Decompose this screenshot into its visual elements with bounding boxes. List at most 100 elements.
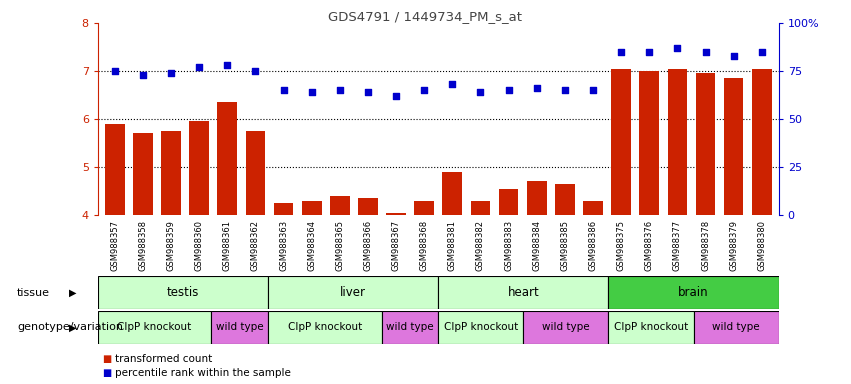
Point <box>727 53 740 59</box>
Text: ■: ■ <box>102 354 111 364</box>
Text: GSM988383: GSM988383 <box>504 220 513 271</box>
Bar <box>217 102 237 215</box>
Bar <box>471 201 490 215</box>
Text: GSM988382: GSM988382 <box>476 220 485 271</box>
Bar <box>161 131 181 215</box>
Text: tissue: tissue <box>17 288 50 298</box>
Bar <box>438 311 523 344</box>
Text: GSM988380: GSM988380 <box>757 220 766 271</box>
Bar <box>386 213 406 215</box>
Text: transformed count: transformed count <box>115 354 212 364</box>
Text: GSM988362: GSM988362 <box>251 220 260 271</box>
Bar <box>105 124 124 215</box>
Bar <box>330 196 350 215</box>
Point <box>474 89 488 95</box>
Bar <box>189 121 209 215</box>
Point <box>136 72 150 78</box>
Text: GSM988381: GSM988381 <box>448 220 457 271</box>
Text: ▶: ▶ <box>69 288 76 298</box>
Text: ■: ■ <box>102 368 111 378</box>
Point <box>277 87 290 93</box>
Text: wild type: wild type <box>216 322 264 333</box>
Point <box>755 49 768 55</box>
Text: GSM988357: GSM988357 <box>111 220 119 271</box>
Bar <box>443 172 462 215</box>
Point <box>108 68 122 74</box>
Bar <box>555 184 574 215</box>
Text: GSM988359: GSM988359 <box>167 220 175 271</box>
Text: GSM988363: GSM988363 <box>279 220 288 271</box>
Bar <box>527 182 546 215</box>
Text: GSM988368: GSM988368 <box>420 220 429 271</box>
Text: GSM988377: GSM988377 <box>673 220 682 271</box>
Text: GSM988384: GSM988384 <box>532 220 541 271</box>
Text: liver: liver <box>340 286 366 299</box>
Text: GSM988358: GSM988358 <box>139 220 147 271</box>
Text: GSM988366: GSM988366 <box>363 220 373 271</box>
Text: ClpP knockout: ClpP knockout <box>117 322 191 333</box>
Point <box>643 49 656 55</box>
Text: testis: testis <box>167 286 199 299</box>
Point <box>220 62 234 68</box>
Text: GSM988360: GSM988360 <box>195 220 203 271</box>
Bar <box>611 69 631 215</box>
Bar <box>667 69 688 215</box>
Bar <box>414 201 434 215</box>
Bar <box>608 276 779 309</box>
Point <box>446 81 460 88</box>
Text: ▶: ▶ <box>69 322 76 333</box>
Text: GSM988367: GSM988367 <box>391 220 401 271</box>
Point <box>333 87 346 93</box>
Text: genotype/variation: genotype/variation <box>17 322 123 333</box>
Text: GSM988386: GSM988386 <box>589 220 597 271</box>
Text: heart: heart <box>507 286 540 299</box>
Bar <box>274 203 294 215</box>
Point <box>671 45 684 51</box>
Bar <box>268 311 381 344</box>
Text: brain: brain <box>678 286 709 299</box>
Text: ClpP knockout: ClpP knockout <box>614 322 688 333</box>
Point <box>502 87 516 93</box>
Bar <box>211 311 268 344</box>
Point <box>305 89 318 95</box>
Text: wild type: wild type <box>712 322 760 333</box>
Text: wild type: wild type <box>542 322 590 333</box>
Text: GDS4791 / 1449734_PM_s_at: GDS4791 / 1449734_PM_s_at <box>328 10 523 23</box>
Text: percentile rank within the sample: percentile rank within the sample <box>115 368 291 378</box>
Text: GSM988375: GSM988375 <box>617 220 625 271</box>
Bar <box>268 276 438 309</box>
Point <box>361 89 374 95</box>
Bar <box>98 311 211 344</box>
Bar <box>246 131 266 215</box>
Bar <box>724 78 744 215</box>
Point <box>417 87 431 93</box>
Point <box>164 70 178 76</box>
Text: GSM988385: GSM988385 <box>560 220 569 271</box>
Text: GSM988378: GSM988378 <box>701 220 710 271</box>
Bar <box>133 134 152 215</box>
Text: GSM988361: GSM988361 <box>223 220 231 271</box>
Bar <box>694 311 779 344</box>
Text: ClpP knockout: ClpP knockout <box>443 322 518 333</box>
Bar <box>583 201 603 215</box>
Bar <box>752 69 772 215</box>
Bar <box>438 276 608 309</box>
Bar <box>302 201 322 215</box>
Point <box>558 87 572 93</box>
Bar <box>523 311 608 344</box>
Bar <box>695 73 716 215</box>
Point <box>248 68 262 74</box>
Text: GSM988365: GSM988365 <box>335 220 345 271</box>
Text: GSM988376: GSM988376 <box>645 220 654 271</box>
Text: wild type: wild type <box>386 322 434 333</box>
Bar <box>608 311 694 344</box>
Point <box>586 87 600 93</box>
Point <box>192 64 206 70</box>
Bar <box>639 71 660 215</box>
Bar <box>381 311 438 344</box>
Point <box>699 49 712 55</box>
Point <box>389 93 403 99</box>
Bar <box>98 276 268 309</box>
Text: GSM988364: GSM988364 <box>307 220 317 271</box>
Bar <box>499 189 518 215</box>
